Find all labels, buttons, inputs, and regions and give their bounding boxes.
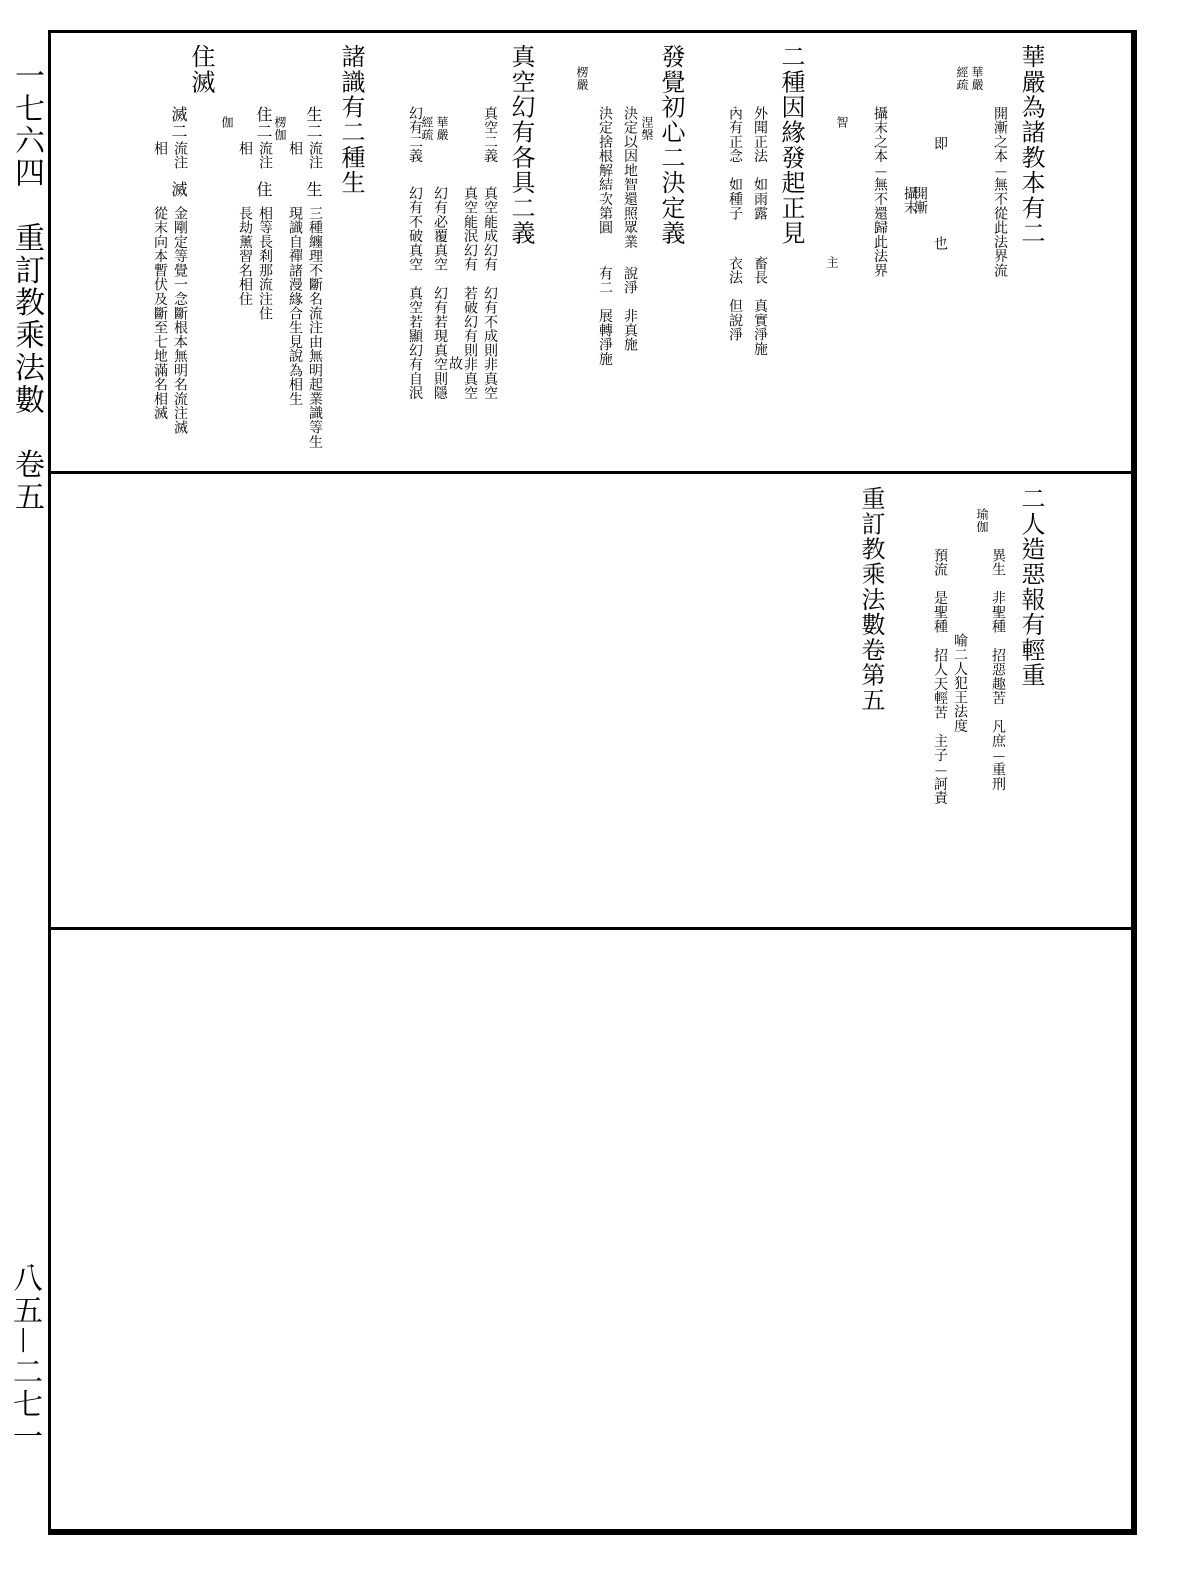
divider-1 (51, 471, 1131, 474)
top-col-19: 說淨 非真施 (621, 266, 641, 352)
top-col-36: 生 (303, 181, 326, 198)
top-col-53: 相 (151, 141, 171, 155)
top-col-24: 真空二義 (481, 106, 501, 163)
divider-2 (51, 927, 1131, 930)
top-col-7: 攝末 (901, 186, 921, 215)
top-col-44: 相等長刹那流注住 (256, 206, 276, 320)
mid-col-3: 喻二人犯王法度 (951, 633, 971, 733)
top-col-30: 幻有必覆真空 幻有若現真空則隱 (431, 186, 451, 400)
top-col-28: 華嚴 (434, 116, 451, 141)
top-col-22: 楞嚴 (574, 66, 591, 91)
top-col-16: 發覺初心二決定義 (656, 44, 691, 246)
mid-col-5: 重訂教乘法數卷第五 (856, 486, 891, 713)
top-col-17: 涅槃 (639, 116, 656, 141)
top-col-42: 流注 (256, 141, 276, 170)
top-col-50: 流注 (171, 141, 191, 170)
top-col-43: 住 (253, 181, 276, 198)
top-col-39: 現識自禪諸漫緣合生見說為相生 (286, 206, 306, 406)
panel-middle: 二人造惡報有輕重異生 非聖種 招惡趣苦 凡庶—重刑 瑜伽喻二人犯王法度預流 是聖種… (51, 478, 1131, 923)
top-col-23: 真空幻有各具二義 (506, 44, 541, 246)
top-col-15: 衣法 但說淨 (726, 256, 746, 342)
top-col-32: 幻有不破真空 真空若顯幻有自泯 (406, 186, 426, 400)
top-col-20: 決定捨根解結次第圓 (596, 106, 616, 235)
top-col-8: 攝末之本—無不還歸此法界 (871, 106, 891, 277)
top-col-6: 也 (931, 236, 951, 250)
top-col-49: 滅二 (168, 106, 191, 140)
top-col-31: 幻有二義 (406, 106, 426, 163)
top-col-46: 長劫薰習名相住 (236, 206, 256, 306)
folio-number: 八五—二七一 (8, 1262, 47, 1453)
top-col-11: 二種因緣發起正見 (776, 44, 811, 246)
top-col-9: 智 (834, 116, 851, 129)
top-col-18: 決定以因地智還照眾業 (621, 106, 641, 249)
top-col-35: 流注 (306, 141, 326, 170)
top-col-54: 從末向本暫伏及斷至七地滿名相滅 (151, 206, 171, 420)
page: 一七六四 重訂教乘法數 卷五 八五—二七一 華嚴為諸教本有二開漸之本—無不從此法… (0, 0, 1185, 1573)
top-col-0: 華嚴為諸教本有二 (1016, 44, 1051, 246)
top-col-13: 畜長 真實淨施 (751, 256, 771, 356)
top-col-52: 金剛定等覺一念斷根本無明名流注滅 (171, 206, 191, 434)
top-col-37: 三種纏理不斷名流注由無明起業識等生 (306, 206, 326, 449)
top-col-3: 經疏 (954, 66, 971, 91)
top-col-4: 即 (931, 136, 951, 150)
top-col-14: 內有正念 如種子 (726, 106, 746, 220)
top-col-1: 開漸之本—無不從此法界流 (991, 106, 1011, 277)
mid-col-4: 預流 是聖種 招人天輕苦 主子—訶責 (931, 548, 951, 805)
top-col-12: 外聞正法 如雨露 (751, 106, 771, 220)
top-col-33: 諸識有二種生 (336, 44, 371, 195)
top-col-51: 滅 (168, 181, 191, 198)
top-col-41: 住二 (253, 106, 276, 140)
top-col-38: 相 (286, 141, 306, 155)
top-col-47: 伽 (219, 116, 236, 129)
top-col-25: 真空能成幻有 幻有不成則非真空 (481, 186, 501, 400)
top-col-48: 住滅 (186, 44, 221, 94)
top-col-10: 主 (824, 256, 841, 269)
panel-top: 華嚴為諸教本有二開漸之本—無不從此法界流華嚴經疏即開漸也攝末攝末之本—無不還歸此… (51, 36, 1131, 466)
text-frame: 華嚴為諸教本有二開漸之本—無不從此法界流華嚴經疏即開漸也攝末攝末之本—無不還歸此… (48, 30, 1137, 1535)
running-title: 一七六四 重訂教乘法數 卷五 (10, 60, 49, 514)
top-col-2: 華嚴 (969, 66, 986, 91)
top-col-21: 有二 展轉淨施 (596, 266, 616, 366)
mid-col-2: 瑜伽 (974, 508, 991, 533)
top-col-34: 生二 (303, 106, 326, 140)
mid-col-1: 異生 非聖種 招惡趣苦 凡庶—重刑 (989, 548, 1009, 791)
top-col-45: 相 (236, 141, 256, 155)
mid-col-0: 二人造惡報有輕重 (1016, 486, 1051, 688)
